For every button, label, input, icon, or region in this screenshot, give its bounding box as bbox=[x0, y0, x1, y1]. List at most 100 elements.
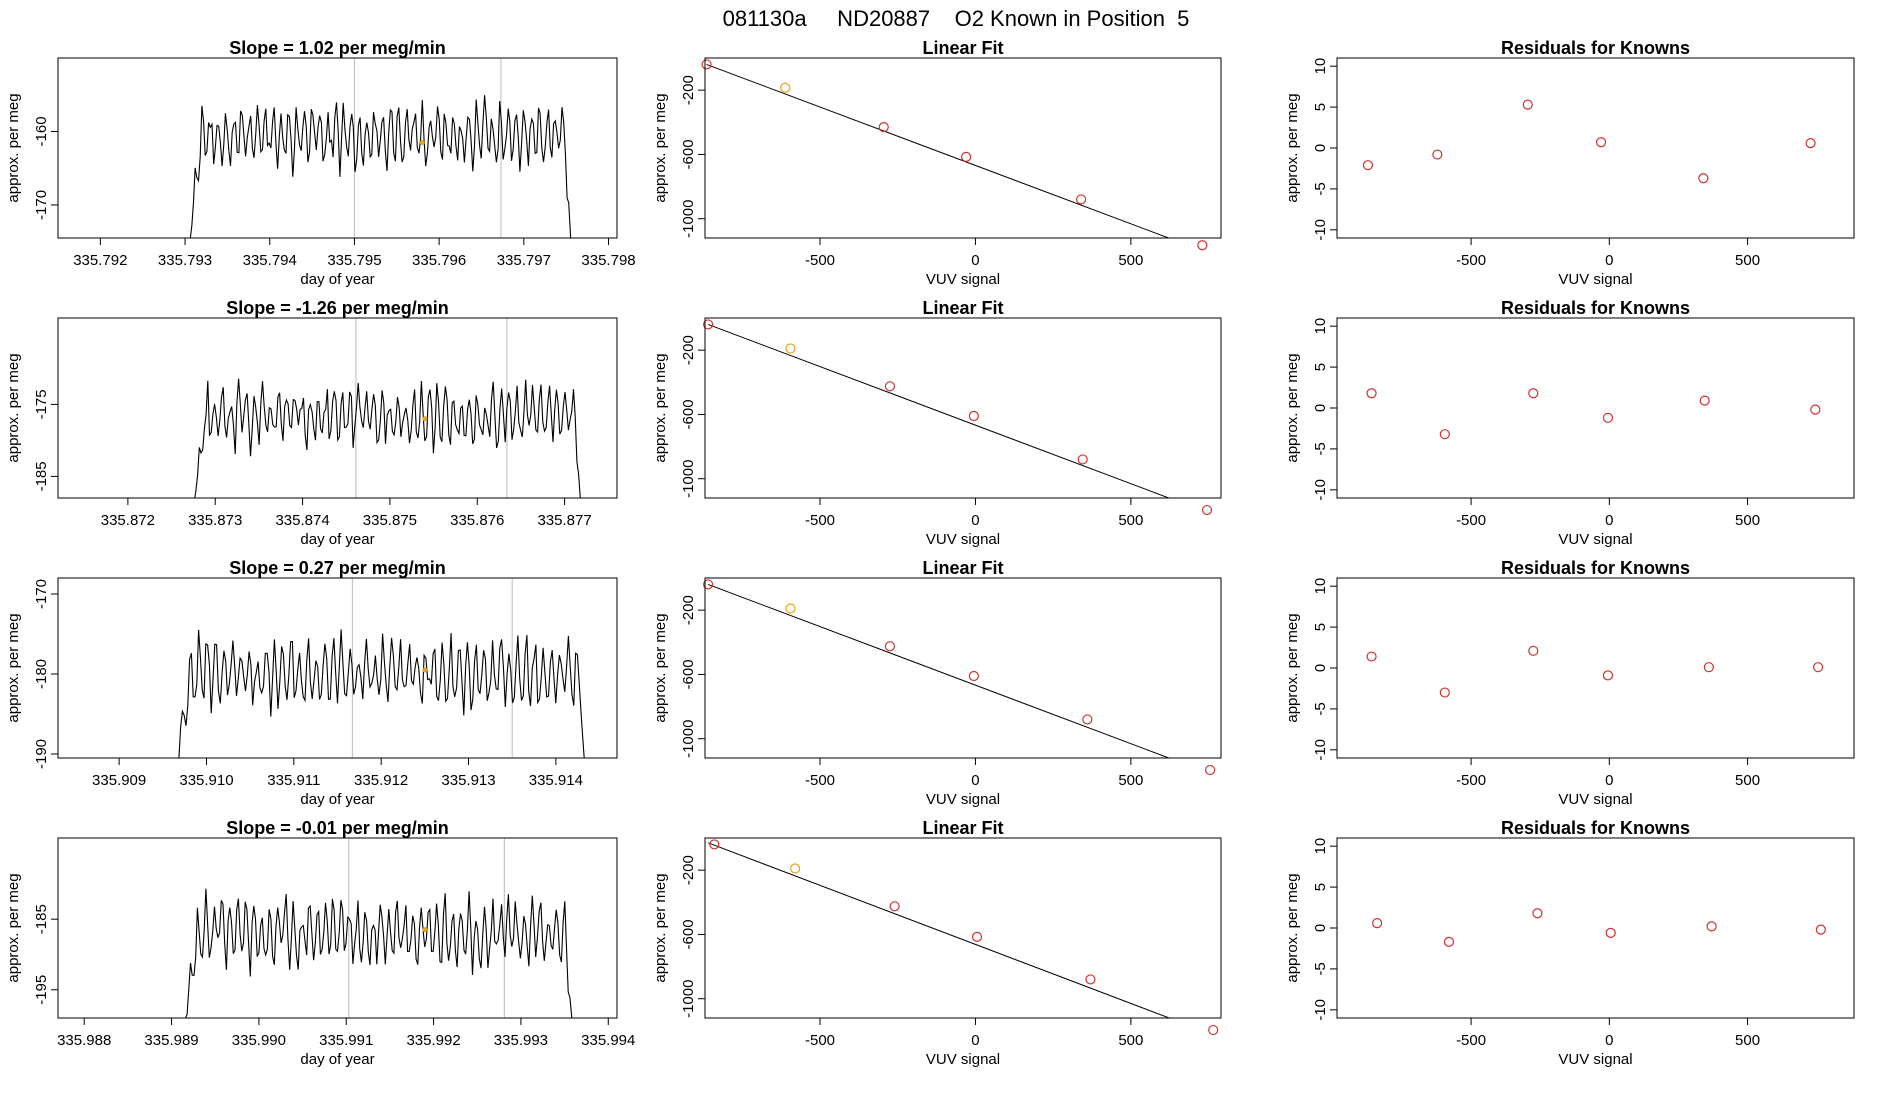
highlight-mark bbox=[422, 667, 428, 673]
x-tick-label: 335.914 bbox=[529, 772, 583, 789]
x-tick-label: 335.877 bbox=[537, 512, 591, 529]
x-tick-label: -500 bbox=[805, 252, 835, 269]
panel-time-series-row-3: Slope = 0.27 per meg/min 335.909 335.910 33… bbox=[5, 558, 618, 808]
time-series-trace bbox=[185, 888, 573, 1018]
panel-time-series-row-4: Slope = -0.01 per meg/min 335.988 335.989 3… bbox=[5, 818, 635, 1068]
plot-area bbox=[707, 323, 1171, 498]
panel-title: Residuals for Knowns bbox=[1501, 298, 1690, 318]
plot-area bbox=[185, 838, 573, 1018]
highlight-point bbox=[780, 82, 791, 93]
plot-frame bbox=[704, 837, 1222, 1019]
plot-frame bbox=[1336, 57, 1855, 239]
data-point bbox=[1082, 714, 1093, 725]
plot-area bbox=[707, 842, 1171, 1018]
x-tick-label: 500 bbox=[1118, 512, 1143, 529]
x-tick-label: -500 bbox=[1456, 1032, 1486, 1049]
y-axis-label: approx. per meg bbox=[1284, 873, 1301, 982]
data-point bbox=[1805, 137, 1816, 149]
y-axis-label: approx. per meg bbox=[652, 353, 669, 462]
highlight-point bbox=[785, 343, 796, 354]
y-tick-label: -600 bbox=[680, 399, 697, 429]
plot-area bbox=[707, 583, 1171, 758]
data-point bbox=[1371, 917, 1383, 929]
y-axis-label: approx. per meg bbox=[1284, 353, 1301, 462]
data-point bbox=[1810, 404, 1821, 415]
data-point bbox=[1699, 395, 1710, 406]
plot-frame bbox=[1336, 577, 1855, 759]
x-axis-label: VUV signal bbox=[1558, 791, 1632, 808]
plot-area bbox=[194, 318, 581, 498]
data-point bbox=[1528, 645, 1539, 656]
fit-line bbox=[707, 323, 1171, 498]
x-tick-label: 0 bbox=[971, 252, 979, 269]
x-tick-label: 335.910 bbox=[179, 772, 233, 789]
y-axis-label: approx. per meg bbox=[5, 93, 22, 202]
panel-title: Linear Fit bbox=[922, 38, 1003, 58]
x-tick-label: 335.796 bbox=[412, 252, 466, 269]
data-point bbox=[1602, 670, 1614, 681]
panel-linear-fit-row-4: Linear Fit -500 0 500 -200 -600 -1000 VUV signa… bbox=[652, 818, 1222, 1068]
y-tick-label: -5 bbox=[1312, 702, 1329, 715]
x-tick-label: 335.873 bbox=[188, 512, 242, 529]
y-tick-label: -190 bbox=[33, 739, 50, 769]
x-axis-label: VUV signal bbox=[926, 271, 1000, 288]
y-axis-label: approx. per meg bbox=[652, 873, 669, 982]
time-series-trace bbox=[194, 378, 581, 498]
data-point bbox=[1532, 908, 1543, 919]
data-point bbox=[884, 641, 896, 652]
data-point bbox=[1432, 149, 1443, 160]
x-tick-label: 335.795 bbox=[327, 252, 381, 269]
x-tick-label: 335.994 bbox=[581, 1032, 635, 1049]
data-point bbox=[1205, 764, 1216, 776]
y-tick-label: -5 bbox=[1312, 442, 1329, 455]
panel-title: Residuals for Knowns bbox=[1501, 38, 1690, 58]
x-axis-label: day of year bbox=[300, 1051, 374, 1068]
x-axis-label: day of year bbox=[300, 791, 374, 808]
plot-frame bbox=[704, 317, 1222, 499]
data-point bbox=[1698, 173, 1709, 184]
panel-grid: Slope = 1.02 per meg/min 335.792 335.793 33… bbox=[5, 38, 1855, 1068]
y-tick-label: -10 bbox=[1312, 999, 1329, 1021]
data-point bbox=[1366, 651, 1377, 662]
x-tick-label: 0 bbox=[1605, 252, 1613, 269]
x-tick-label: 500 bbox=[1735, 1032, 1760, 1049]
x-tick-label: 335.794 bbox=[243, 252, 297, 269]
x-tick-label: 0 bbox=[1605, 512, 1613, 529]
y-tick-label: -185 bbox=[33, 461, 50, 491]
x-axis-label: VUV signal bbox=[1558, 1051, 1632, 1068]
plot-area bbox=[189, 58, 572, 238]
data-point bbox=[1366, 388, 1377, 399]
y-tick-label: -600 bbox=[680, 659, 697, 689]
x-tick-label: 0 bbox=[971, 512, 979, 529]
x-tick-label: 335.797 bbox=[497, 252, 551, 269]
y-tick-label: 0 bbox=[1312, 144, 1329, 152]
panel-linear-fit-row-1: Linear Fit -500 0 500 -200 -600 -1000 VUV signa… bbox=[652, 38, 1222, 288]
x-tick-label: 335.992 bbox=[406, 1032, 460, 1049]
y-tick-label: 5 bbox=[1312, 883, 1329, 891]
y-tick-label: -200 bbox=[680, 595, 697, 625]
plot-frame bbox=[1336, 837, 1855, 1019]
data-point bbox=[1522, 99, 1533, 110]
x-tick-label: -500 bbox=[1456, 512, 1486, 529]
y-tick-label: 5 bbox=[1312, 103, 1329, 111]
y-tick-label: -195 bbox=[33, 975, 50, 1005]
time-series-trace bbox=[189, 95, 572, 238]
panel-title: Slope = -1.26 per meg/min bbox=[226, 298, 449, 318]
panel-title: Linear Fit bbox=[922, 298, 1003, 318]
y-tick-label: -200 bbox=[680, 75, 697, 105]
y-tick-label: 5 bbox=[1312, 623, 1329, 631]
y-tick-label: 10 bbox=[1312, 838, 1329, 855]
panel-residuals-row-4: Residuals for Knowns -500 0 500 10 5 0 -5 -10 VUV… bbox=[1284, 818, 1855, 1068]
y-tick-label: -175 bbox=[33, 389, 50, 419]
x-tick-label: 0 bbox=[1605, 772, 1613, 789]
x-axis-label: VUV signal bbox=[1558, 531, 1632, 548]
panel-residuals-row-1: Residuals for Knowns -500 0 500 10 5 0 -5 -10 VUV… bbox=[1284, 38, 1855, 288]
data-point bbox=[703, 579, 714, 590]
data-point bbox=[1076, 194, 1087, 205]
plot-frame bbox=[704, 577, 1222, 759]
y-tick-label: -5 bbox=[1312, 962, 1329, 975]
data-point bbox=[1197, 240, 1208, 251]
plot-frame bbox=[57, 57, 618, 239]
plot-frame bbox=[57, 317, 618, 499]
